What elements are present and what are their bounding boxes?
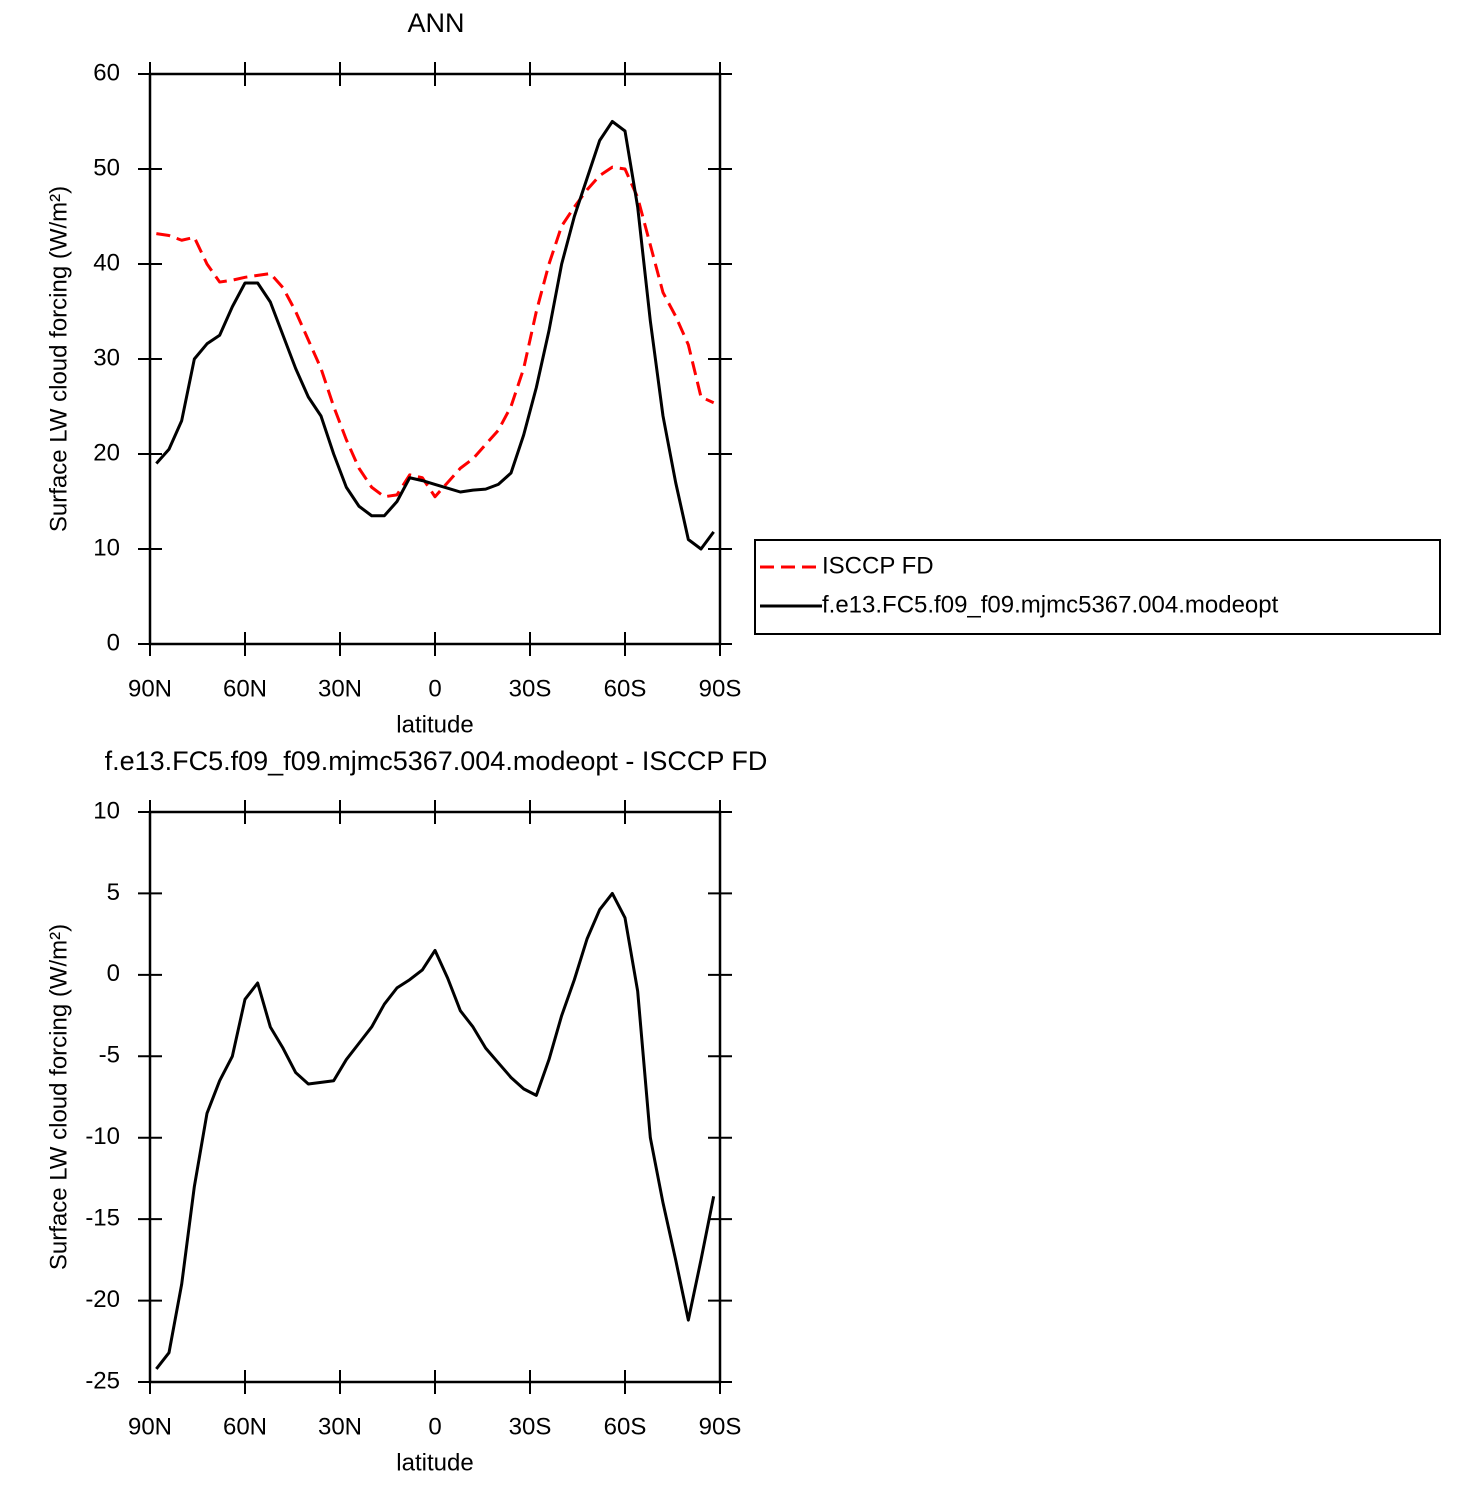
x-tick-label: 60S xyxy=(604,1413,647,1440)
x-axis-label: latitude xyxy=(396,1449,473,1476)
y-tick-label: -15 xyxy=(85,1204,120,1231)
x-tick-label: 90S xyxy=(699,1413,742,1440)
x-tick-label: 60N xyxy=(223,1413,267,1440)
y-tick-label: 50 xyxy=(93,154,120,181)
chart-title: ANN xyxy=(407,8,464,38)
x-tick-label: 60N xyxy=(223,675,267,702)
y-tick-label: 10 xyxy=(93,534,120,561)
y-axis-label: Surface LW cloud forcing (W/m²) xyxy=(45,924,72,1270)
y-tick-label: 0 xyxy=(107,629,120,656)
y-tick-label: -5 xyxy=(99,1042,120,1069)
legend-label: f.e13.FC5.f09_f09.mjmc5367.004.modeopt xyxy=(822,591,1279,618)
data-line xyxy=(155,891,716,1370)
y-tick-label: -20 xyxy=(85,1286,120,1313)
y-tick-label: -25 xyxy=(85,1367,120,1394)
x-axis-label: latitude xyxy=(396,711,473,738)
x-tick-label: 30N xyxy=(318,675,362,702)
plot-frame xyxy=(148,72,722,646)
data-line xyxy=(156,165,715,499)
x-tick-label: 30S xyxy=(509,675,552,702)
y-tick-label: 10 xyxy=(93,797,120,824)
legend-label: ISCCP FD xyxy=(822,552,934,579)
x-tick-label: 30S xyxy=(509,1413,552,1440)
legend-box xyxy=(754,539,1441,635)
x-tick-label: 90N xyxy=(128,675,172,702)
y-tick-label: 60 xyxy=(93,59,120,86)
x-tick-label: 90S xyxy=(699,675,742,702)
chart-title: f.e13.FC5.f09_f09.mjmc5367.004.modeopt -… xyxy=(105,746,768,776)
y-tick-label: 40 xyxy=(93,249,120,276)
y-tick-label: 0 xyxy=(107,960,120,987)
y-tick-label: 30 xyxy=(93,344,120,371)
y-tick-label: -10 xyxy=(85,1123,120,1150)
x-tick-label: 90N xyxy=(128,1413,172,1440)
data-line xyxy=(155,120,715,551)
x-tick-label: 30N xyxy=(318,1413,362,1440)
x-tick-label: 0 xyxy=(428,1413,441,1440)
x-tick-label: 60S xyxy=(604,675,647,702)
plot-frame xyxy=(148,810,722,1384)
x-tick-label: 0 xyxy=(428,675,441,702)
y-tick-label: 5 xyxy=(107,879,120,906)
y-axis-label: Surface LW cloud forcing (W/m²) xyxy=(45,186,72,532)
y-tick-label: 20 xyxy=(93,439,120,466)
